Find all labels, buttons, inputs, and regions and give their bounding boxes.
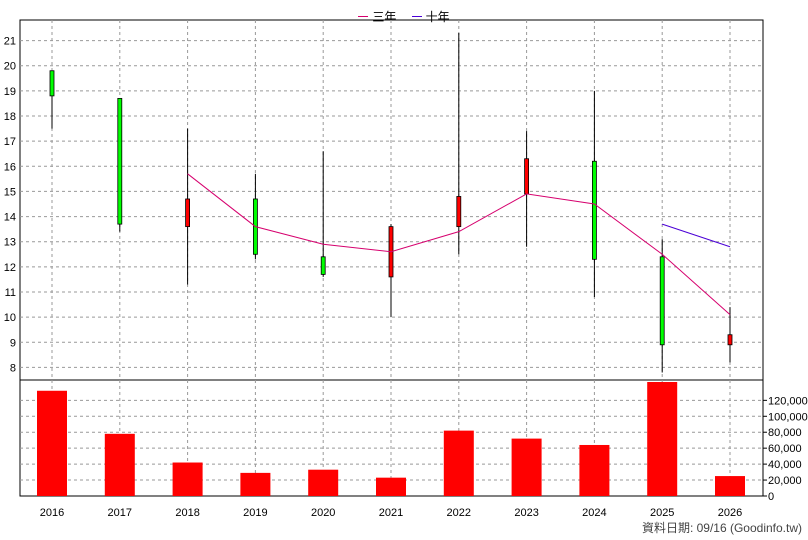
data-date-footer: 資料日期: 09/16 (Goodinfo.tw) <box>641 521 802 535</box>
volume-tick-label: 60,000 <box>768 443 802 455</box>
volume-bar <box>37 390 67 496</box>
price-tick-label: 14 <box>4 212 16 224</box>
volume-tick-label: 0 <box>768 491 774 503</box>
x-tick-label: 2020 <box>311 507 335 519</box>
price-tick-label: 16 <box>4 161 16 173</box>
volume-tick-label: 80,000 <box>768 427 802 439</box>
ma-line-10yr <box>662 223 731 248</box>
price-tick-label: 19 <box>4 86 16 98</box>
x-tick-label: 2018 <box>175 507 199 519</box>
price-tick-label: 21 <box>4 36 16 48</box>
volume-bar <box>579 444 610 496</box>
candle-body <box>185 198 191 228</box>
volume-bar <box>715 476 745 496</box>
price-tick-label: 10 <box>4 312 16 324</box>
price-tick-label: 20 <box>4 61 16 73</box>
volume-bar <box>240 472 271 496</box>
volume-bar <box>104 433 135 496</box>
price-tick-label: 11 <box>5 287 16 299</box>
legend-swatch-10yr <box>411 16 422 17</box>
price-tick-label: 17 <box>4 136 16 148</box>
candle-body <box>592 160 597 260</box>
candle-body <box>659 256 665 346</box>
x-tick-label: 2022 <box>447 507 471 519</box>
x-tick-label: 2021 <box>379 507 403 519</box>
x-tick-label: 2017 <box>108 507 132 519</box>
volume-bar <box>511 438 542 496</box>
ma-line-3yr <box>187 173 731 316</box>
x-tick-label: 2026 <box>718 507 742 519</box>
volume-tick-label: 20,000 <box>768 475 802 487</box>
x-tick-label: 2025 <box>650 507 674 519</box>
volume-bar <box>376 477 406 496</box>
volume-bar <box>443 430 474 496</box>
volume-tick-label: 40,000 <box>768 459 802 471</box>
volume-tick-label: 100,000 <box>768 411 808 423</box>
candle-body <box>456 196 462 228</box>
x-tick-label: 2024 <box>582 507 606 519</box>
price-tick-label: 13 <box>4 237 16 249</box>
volume-tick-label: 120,000 <box>768 395 808 407</box>
legend-swatch-3yr <box>358 16 369 17</box>
volume-bar <box>172 462 203 496</box>
price-tick-label: 15 <box>4 186 16 198</box>
price-tick-label: 9 <box>10 337 16 349</box>
x-tick-label: 2023 <box>514 507 538 519</box>
price-tick-label: 8 <box>10 362 16 374</box>
price-tick-label: 12 <box>4 262 16 274</box>
volume-bar <box>647 382 678 496</box>
price-tick-label: 18 <box>4 111 16 123</box>
volume-bar <box>308 469 339 496</box>
candle-body <box>49 70 55 97</box>
candle-body <box>727 334 733 346</box>
candle-body <box>117 98 123 225</box>
candle-body <box>524 158 529 195</box>
x-tick-label: 2016 <box>40 507 64 519</box>
x-tick-label: 2019 <box>243 507 267 519</box>
candle-body <box>320 256 326 275</box>
